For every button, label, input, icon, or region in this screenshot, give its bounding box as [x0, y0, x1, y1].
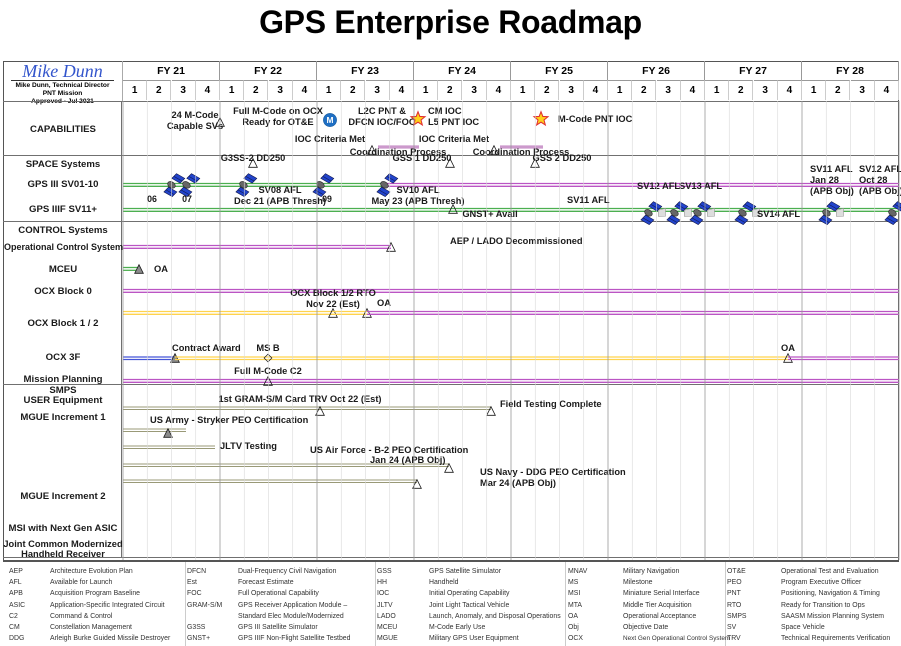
svg-text:SV12 AFL: SV12 AFL	[637, 181, 680, 191]
svg-text:L5 PNT IOC: L5 PNT IOC	[428, 117, 479, 127]
svg-text:Capable SVs: Capable SVs	[167, 121, 223, 131]
svg-text:US Army - Stryker PEO Certific: US Army - Stryker PEO Certification	[150, 415, 309, 425]
svg-text:MS B: MS B	[256, 343, 280, 353]
svg-text:OA: OA	[377, 298, 391, 308]
svg-text:Full M-Code on OCX: Full M-Code on OCX	[233, 106, 324, 116]
svg-text:SV10 AFL: SV10 AFL	[396, 185, 439, 195]
svg-text:OA: OA	[154, 264, 168, 274]
svg-text:Ready for OT&E: Ready for OT&E	[242, 117, 313, 127]
svg-text:(APB Obj): (APB Obj)	[859, 186, 901, 196]
svg-text:CM IOC: CM IOC	[428, 106, 462, 116]
svg-text:SV14 AFL: SV14 AFL	[757, 209, 800, 219]
svg-text:M: M	[327, 115, 334, 125]
svg-text:Jan 28: Jan 28	[810, 175, 839, 185]
svg-text:M-Code PNT IOC: M-Code PNT IOC	[558, 114, 633, 124]
svg-text:Nov 22 (Est): Nov 22 (Est)	[306, 299, 360, 309]
svg-text:Mar 24 (APB Obj): Mar 24 (APB Obj)	[480, 478, 556, 488]
svg-text:Dec 21 (APB Thresh): Dec 21 (APB Thresh)	[234, 196, 326, 206]
svg-text:SV08 AFL: SV08 AFL	[258, 185, 301, 195]
svg-text:SV13 AFL: SV13 AFL	[679, 181, 722, 191]
svg-text:G3SS-2 DD250: G3SS-2 DD250	[221, 153, 286, 163]
svg-text:AEP / LADO Decommissioned: AEP / LADO Decommissioned	[450, 236, 583, 246]
svg-text:May 23 (APB Thresh): May 23 (APB Thresh)	[372, 196, 465, 206]
svg-text:GSS 1 DD250: GSS 1 DD250	[393, 153, 452, 163]
svg-text:US Air Force - B-2 PEO Certifi: US Air Force - B-2 PEO Certification	[310, 445, 469, 455]
svg-text:DFCN IOC/FOC: DFCN IOC/FOC	[348, 117, 415, 127]
svg-text:IOC Criteria Met: IOC Criteria Met	[295, 134, 365, 144]
svg-text:SV11 AFL: SV11 AFL	[567, 195, 610, 205]
svg-text:06: 06	[147, 194, 157, 204]
svg-text:Oct 28: Oct 28	[859, 175, 887, 185]
svg-text:(APB Obj): (APB Obj)	[810, 186, 854, 196]
svg-text:IOC Criteria Met: IOC Criteria Met	[419, 134, 489, 144]
svg-text:SV11 AFL: SV11 AFL	[810, 164, 853, 174]
svg-text:24 M-Code: 24 M-Code	[171, 110, 218, 120]
svg-text:07: 07	[182, 194, 192, 204]
svg-text:09: 09	[322, 194, 332, 204]
svg-text:1st GRAM-S/M Card TRV Oct 22: 1st GRAM-S/M Card TRV Oct 22 (Est)	[218, 394, 381, 404]
svg-text:GNST+ Avail: GNST+ Avail	[462, 209, 517, 219]
svg-text:GSS 2 DD250: GSS 2 DD250	[533, 153, 592, 163]
svg-text:Contract Award: Contract Award	[172, 343, 241, 353]
svg-text:US Navy - DDG PEO Certificatio: US Navy - DDG PEO Certification	[480, 467, 626, 477]
svg-text:SV12 AFL: SV12 AFL	[859, 164, 901, 174]
svg-text:Field Testing Complete: Field Testing Complete	[500, 399, 602, 409]
svg-text:OCX Block 1/2 RTO: OCX Block 1/2 RTO	[290, 288, 376, 298]
svg-text:OA: OA	[781, 343, 795, 353]
svg-text:Jan 24 (APB Obj): Jan 24 (APB Obj)	[370, 455, 445, 465]
